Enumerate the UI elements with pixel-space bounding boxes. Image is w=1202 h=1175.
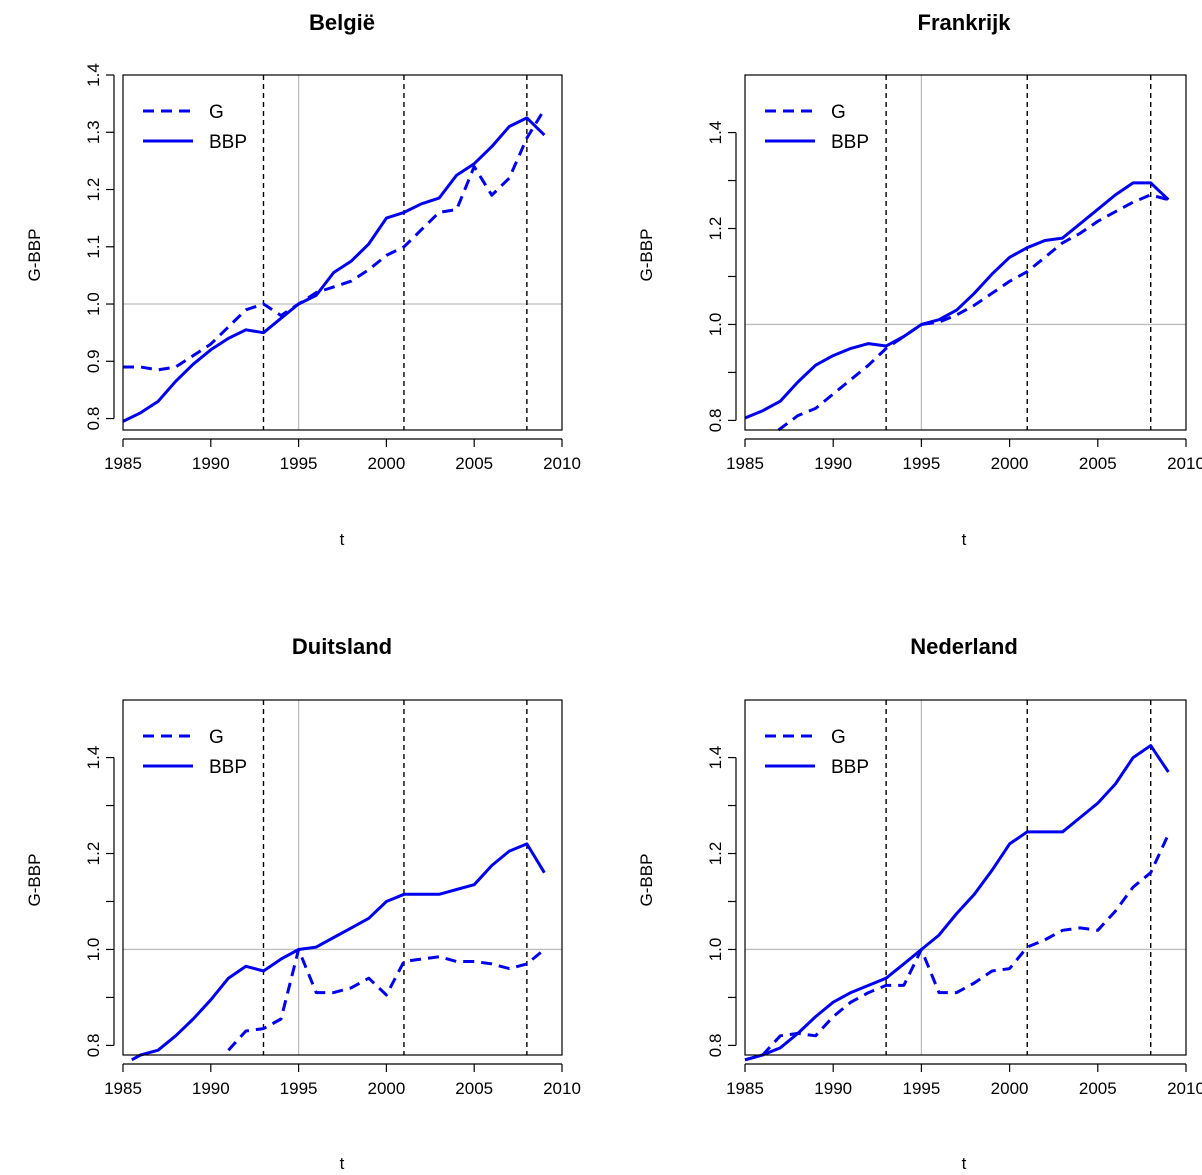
series-line-g bbox=[227, 948, 546, 1052]
y-axis-label: G-BBP bbox=[637, 854, 656, 907]
legend-label-bbp: BBP bbox=[831, 132, 869, 153]
y-tick-label: 1.0 bbox=[706, 313, 725, 337]
x-tick-label: 2010 bbox=[543, 454, 581, 473]
x-tick-label: 2010 bbox=[1167, 1079, 1202, 1098]
y-tick-label: 1.2 bbox=[84, 178, 103, 202]
legend-label-bbp: BBP bbox=[209, 757, 247, 778]
series-line-bbp bbox=[744, 744, 1170, 1062]
y-tick-label: 1.1 bbox=[84, 235, 103, 259]
legend-label-bbp: BBP bbox=[831, 757, 869, 778]
legend-label-g: G bbox=[209, 102, 224, 123]
x-tick-label: 1995 bbox=[280, 1079, 318, 1098]
x-tick-label: 2000 bbox=[367, 454, 405, 473]
y-tick-label: 0.8 bbox=[706, 409, 725, 433]
x-tick-label: 2005 bbox=[1079, 1079, 1117, 1098]
x-axis-label: t bbox=[340, 530, 345, 549]
chart-panel-nederland: Nederland t G-BBP 1985 1990 1995 2000 2005 20… bbox=[637, 634, 1202, 1173]
x-tick-label: 1995 bbox=[902, 1079, 940, 1098]
y-axis-label: G-BBP bbox=[637, 229, 656, 282]
x-tick-label: 1985 bbox=[726, 1079, 764, 1098]
x-tick-label: 2000 bbox=[367, 1079, 405, 1098]
chart-panel-frankrijk: Frankrijk t G-BBP 1985 1990 1995 2000 2005 20… bbox=[637, 10, 1202, 549]
series-line-g bbox=[123, 108, 546, 372]
series-line-g bbox=[777, 193, 1169, 432]
x-tick-label: 2005 bbox=[455, 454, 493, 473]
y-axis-label: G-BBP bbox=[25, 229, 44, 282]
x-tick-label: 2010 bbox=[1167, 454, 1202, 473]
series-line-bbp bbox=[131, 842, 546, 1062]
x-tick-label: 1985 bbox=[726, 454, 764, 473]
x-tick-label: 1990 bbox=[814, 1079, 852, 1098]
chart-panel-belgie: België t G-BBP 1985 1990 1995 2000 2005 2010 0… bbox=[25, 10, 581, 549]
chart-panel-duitsland: Duitsland t G-BBP 1985 1990 1995 2000 2005 20… bbox=[25, 634, 581, 1173]
chart-title: Frankrijk bbox=[918, 10, 1012, 35]
y-tick-label: 1.4 bbox=[84, 746, 103, 770]
x-tick-label: 1985 bbox=[104, 454, 142, 473]
x-axis-label: t bbox=[340, 1154, 345, 1173]
x-axis-label: t bbox=[962, 1154, 967, 1173]
chart-title: Nederland bbox=[910, 634, 1018, 659]
series-line-g bbox=[744, 833, 1170, 1062]
y-tick-label: 0.9 bbox=[84, 349, 103, 373]
x-tick-label: 2010 bbox=[543, 1079, 581, 1098]
y-tick-label: 1.2 bbox=[706, 217, 725, 241]
y-tick-label: 1.4 bbox=[84, 63, 103, 87]
plot-frame bbox=[122, 74, 563, 431]
series-line-bbp bbox=[122, 116, 546, 423]
x-tick-label: 1990 bbox=[192, 1079, 230, 1098]
y-tick-label: 0.8 bbox=[706, 1034, 725, 1058]
x-tick-label: 1985 bbox=[104, 1079, 142, 1098]
x-axis-label: t bbox=[962, 530, 967, 549]
x-tick-label: 2005 bbox=[1079, 454, 1117, 473]
plot-frame bbox=[122, 699, 563, 1056]
y-tick-label: 1.4 bbox=[706, 121, 725, 145]
chart-title: België bbox=[309, 10, 375, 35]
x-tick-label: 1990 bbox=[814, 454, 852, 473]
y-tick-label: 1.0 bbox=[84, 292, 103, 316]
y-tick-label: 1.4 bbox=[706, 746, 725, 770]
x-tick-label: 2000 bbox=[991, 1079, 1029, 1098]
legend-label-g: G bbox=[831, 102, 846, 123]
x-tick-label: 1990 bbox=[192, 454, 230, 473]
y-tick-label: 1.3 bbox=[84, 120, 103, 144]
y-tick-label: 1.0 bbox=[84, 938, 103, 962]
x-tick-label: 2005 bbox=[455, 1079, 493, 1098]
legend-label-bbp: BBP bbox=[209, 132, 247, 153]
y-tick-label: 1.2 bbox=[706, 842, 725, 866]
x-tick-label: 2000 bbox=[991, 454, 1029, 473]
y-tick-label: 1.2 bbox=[84, 842, 103, 866]
y-axis-label: G-BBP bbox=[25, 854, 44, 907]
chart-title: Duitsland bbox=[292, 634, 392, 659]
legend-label-g: G bbox=[209, 727, 224, 748]
plot-frame bbox=[744, 699, 1187, 1056]
x-tick-label: 1995 bbox=[902, 454, 940, 473]
series-line-bbp bbox=[744, 181, 1170, 420]
y-tick-label: 1.0 bbox=[706, 938, 725, 962]
x-tick-label: 1995 bbox=[280, 454, 318, 473]
y-tick-label: 0.8 bbox=[84, 407, 103, 431]
plot-frame bbox=[744, 74, 1187, 431]
y-tick-label: 0.8 bbox=[84, 1034, 103, 1058]
legend-label-g: G bbox=[831, 727, 846, 748]
